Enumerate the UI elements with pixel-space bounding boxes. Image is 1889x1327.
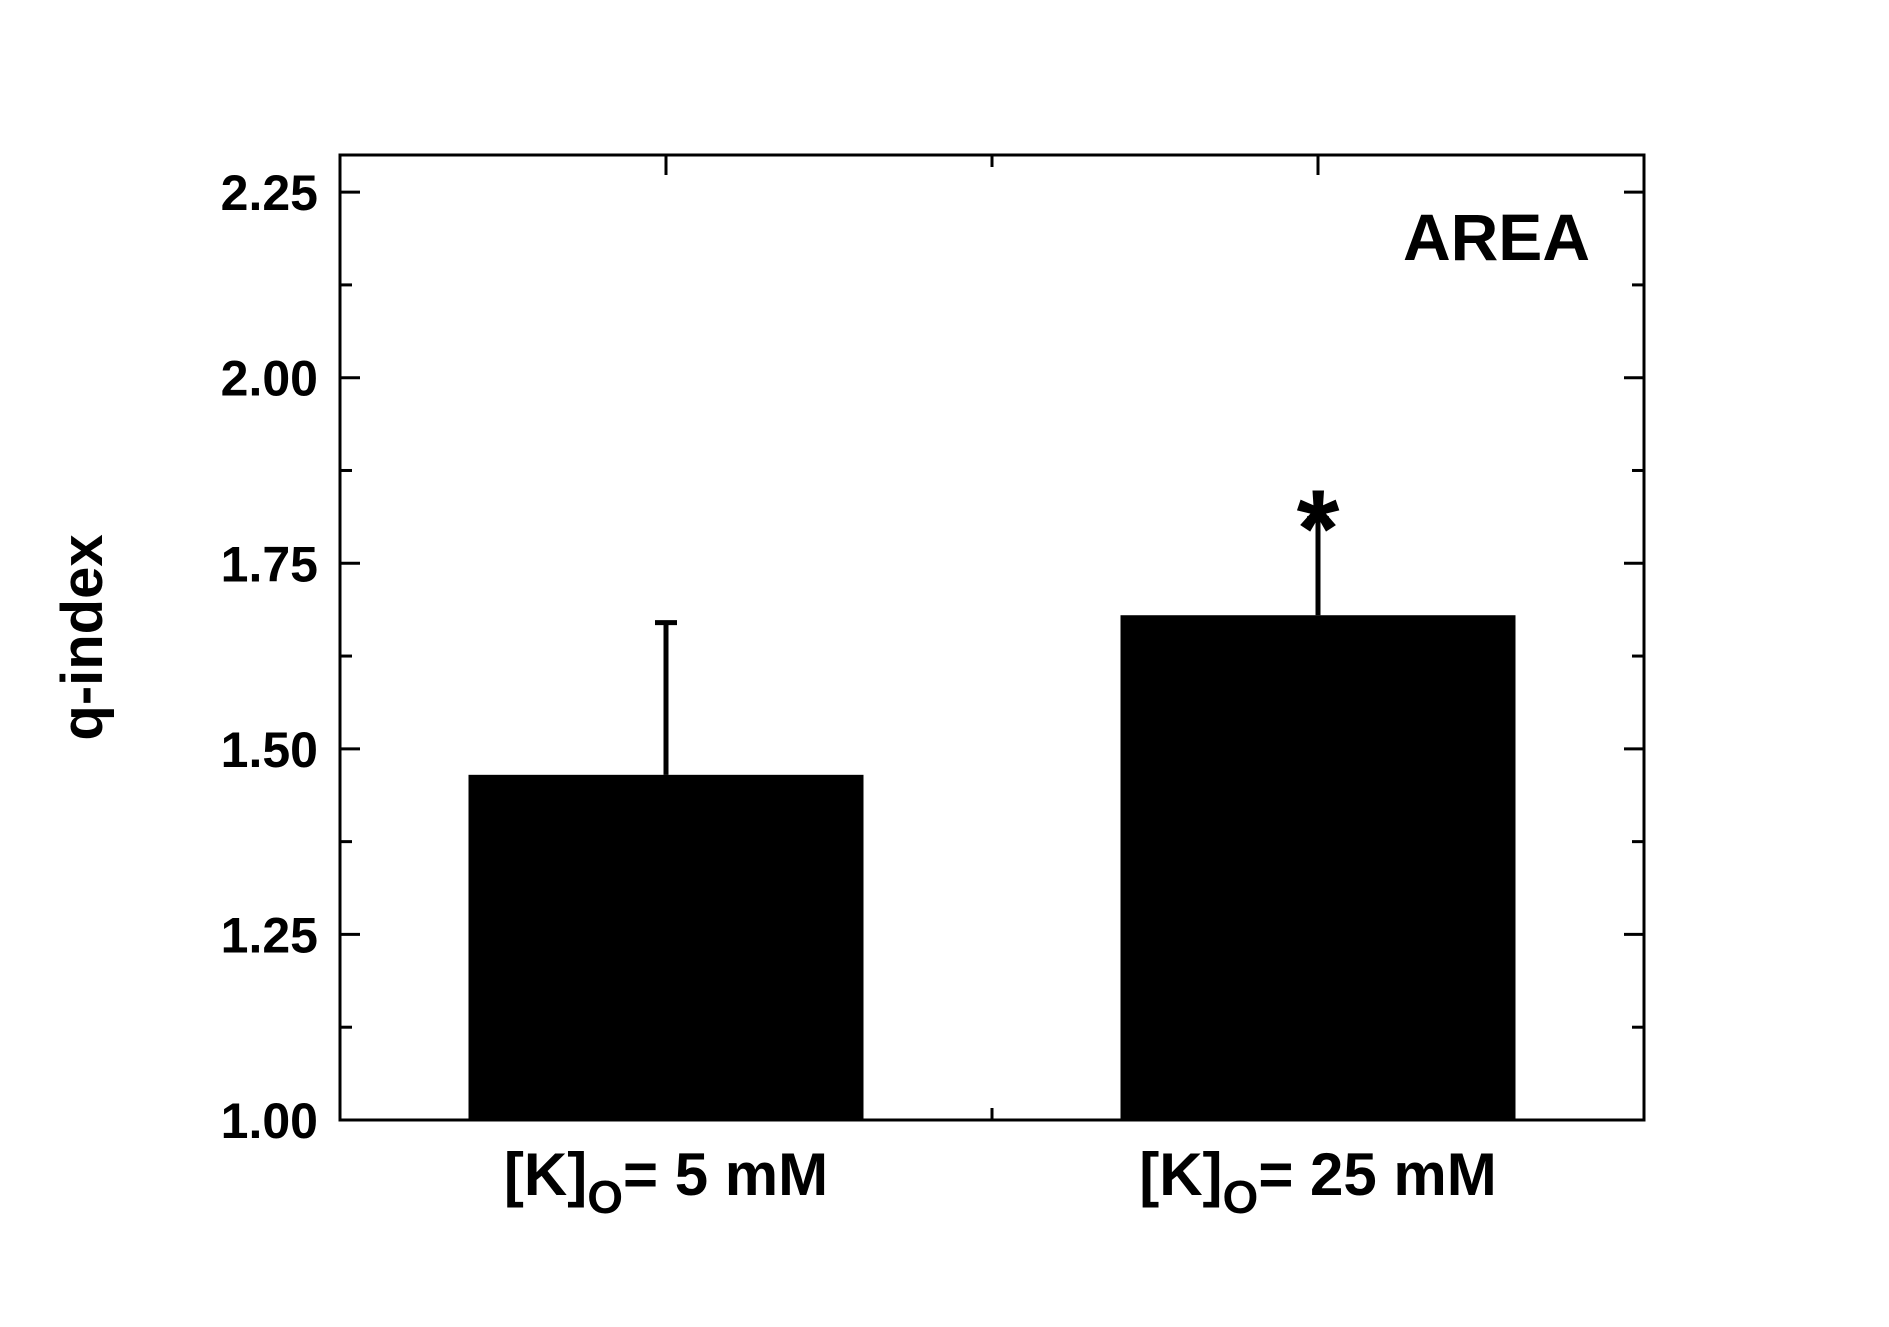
y-tick-labels: 1.00 1.25 1.50 1.75 2.00 2.25 (221, 165, 318, 1149)
y-tick-label: 1.25 (221, 907, 318, 963)
x-category-labels: [K]O= 5 mM [K]O= 25 mM (504, 1141, 1497, 1223)
y-tick-label: 1.75 (221, 536, 318, 592)
significance-star: * (1297, 468, 1340, 591)
significance-marks: * (1297, 468, 1340, 591)
y-tick-label: 2.00 (221, 351, 318, 407)
y-axis-label: q-index (50, 534, 115, 740)
y-tick-label: 1.00 (221, 1093, 318, 1149)
x-category-label: [K]O= 25 mM (1139, 1141, 1497, 1223)
x-category-subscript: O (1223, 1171, 1259, 1223)
bars (468, 615, 1516, 1120)
x-category-rest: = 25 mM (1258, 1141, 1496, 1208)
y-tick-label: 1.50 (221, 722, 318, 778)
x-category-label: [K]O= 5 mM (504, 1141, 828, 1223)
x-category-main: [K] (504, 1141, 587, 1208)
panel-annotation: AREA (1403, 200, 1590, 274)
error-bars (655, 516, 1329, 775)
x-category-subscript: O (587, 1171, 623, 1223)
plot-frame (338, 153, 1646, 1122)
bar (468, 774, 864, 1120)
axis-ticks (340, 155, 1644, 1122)
bar (1120, 615, 1516, 1120)
x-category-main: [K] (1139, 1141, 1222, 1208)
y-tick-label: 2.25 (221, 165, 318, 221)
x-category-rest: = 5 mM (623, 1141, 828, 1208)
